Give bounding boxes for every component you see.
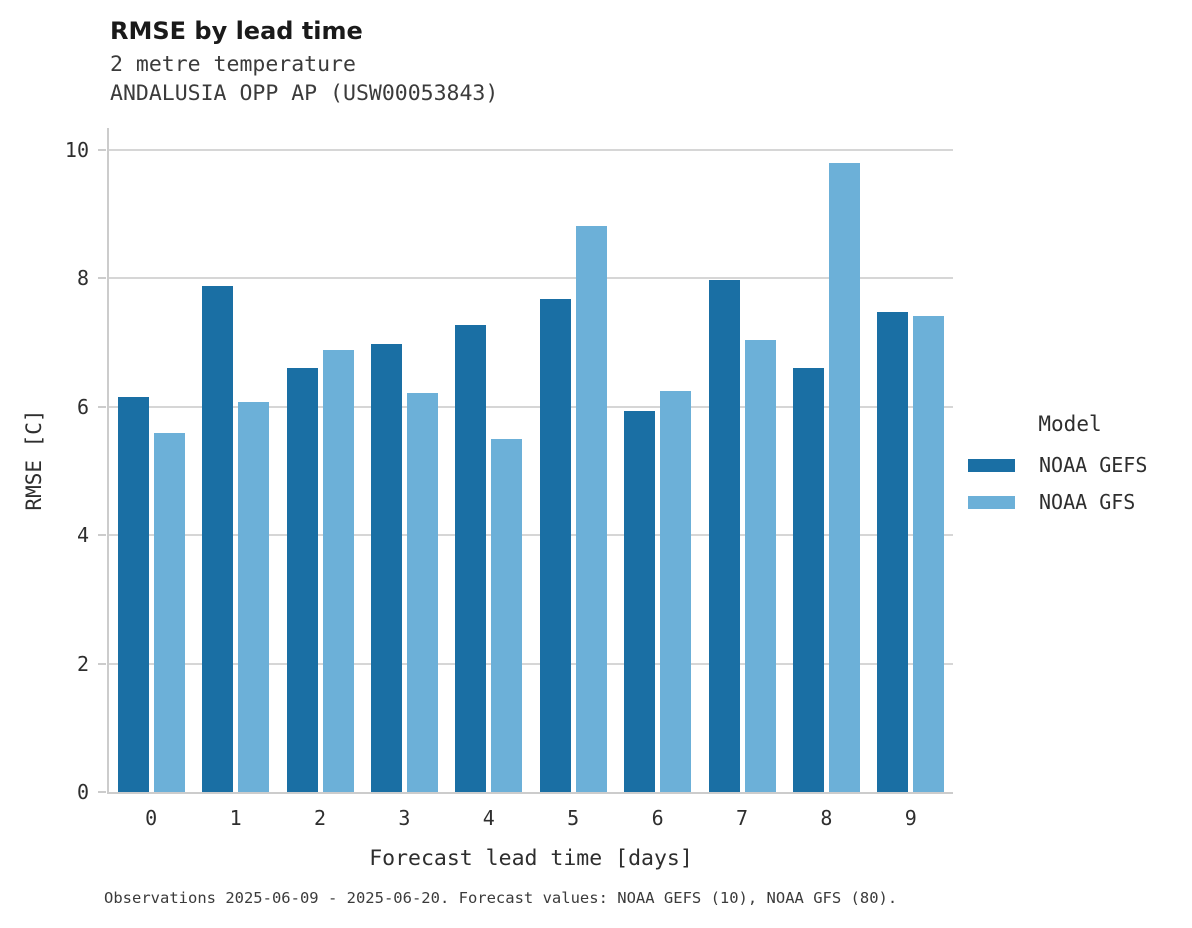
- y-tick-label: 8: [76, 266, 89, 291]
- y-tick-mark: [98, 148, 106, 151]
- gridline: [109, 148, 953, 151]
- plot-area: 0 2 4 6 8 10 0 1 2 3 4 5 6 7 8 9: [65, 128, 953, 830]
- legend-item-noaa-gefs: NOAA GEFS: [968, 453, 1172, 477]
- legend-swatch-noaa-gfs: [968, 495, 1015, 509]
- bar-noaa-gefs: [455, 324, 487, 792]
- x-tick-label: 4: [482, 806, 495, 830]
- legend-label-noaa-gefs: NOAA GEFS: [1039, 453, 1148, 477]
- y-axis-spine: [107, 128, 109, 792]
- y-tick-mark: [98, 277, 106, 280]
- y-axis-label: RMSE [C]: [22, 409, 46, 511]
- bar-noaa-gefs: [792, 367, 824, 792]
- legend: Model NOAA GEFS NOAA GFS: [968, 412, 1172, 527]
- bar-noaa-gfs: [153, 433, 185, 792]
- bar-noaa-gfs: [744, 339, 776, 792]
- gridline: [109, 277, 953, 280]
- x-tick-label: 0: [145, 806, 158, 830]
- gridline: [109, 662, 953, 665]
- y-tick-mark: [98, 662, 106, 665]
- bar-noaa-gfs: [828, 162, 860, 792]
- gridline: [109, 534, 953, 537]
- x-axis-label: Forecast lead time [days]: [369, 846, 693, 871]
- x-tick-label: 3: [398, 806, 411, 830]
- footnote-caption: Observations 2025-06-09 - 2025-06-20. Fo…: [104, 889, 898, 907]
- chart-subtitle-variable: 2 metre temperature: [110, 52, 356, 77]
- bar-noaa-gefs: [286, 368, 318, 792]
- bar-noaa-gfs: [491, 439, 523, 792]
- x-tick-label: 2: [313, 806, 327, 830]
- bar-noaa-gefs: [370, 344, 402, 792]
- x-tick-label: 6: [651, 806, 664, 830]
- bar-noaa-gfs: [913, 316, 945, 792]
- y-tick-mark: [98, 791, 106, 793]
- y-tick-mark: [98, 534, 106, 537]
- bar-noaa-gfs: [238, 401, 270, 792]
- legend-title: Model: [1038, 412, 1102, 436]
- bar-noaa-gefs: [624, 411, 656, 792]
- x-tick-label: 1: [229, 806, 242, 830]
- legend-label-noaa-gfs: NOAA GFS: [1039, 490, 1136, 514]
- bar-noaa-gefs: [202, 285, 234, 792]
- x-tick-label: 5: [567, 806, 580, 830]
- legend-swatch-noaa-gefs: [968, 458, 1015, 472]
- legend-item-noaa-gfs: NOAA GFS: [968, 490, 1172, 514]
- chart-subtitle-station: ANDALUSIA OPP AP (USW00053843): [110, 81, 499, 106]
- bar-noaa-gefs: [539, 299, 571, 792]
- x-axis-spine: [107, 792, 953, 794]
- bar-noaa-gfs: [322, 350, 354, 792]
- bar-noaa-gfs: [406, 392, 438, 792]
- x-tick-label: 8: [820, 806, 833, 830]
- gridline: [109, 405, 953, 408]
- x-tick-label: 9: [904, 806, 917, 830]
- y-tick-label: 10: [64, 137, 89, 162]
- y-tick-mark: [98, 405, 106, 408]
- chart-title: RMSE by lead time: [110, 17, 363, 45]
- y-tick-label: 2: [76, 651, 89, 676]
- y-tick-label: 0: [76, 780, 89, 804]
- y-tick-label: 4: [76, 523, 89, 548]
- bar-noaa-gefs: [117, 397, 149, 792]
- bar-noaa-gefs: [877, 312, 909, 792]
- y-tick-label: 6: [76, 394, 89, 419]
- bar-noaa-gefs: [708, 280, 740, 792]
- x-tick-label: 7: [735, 806, 749, 830]
- bar-noaa-gfs: [575, 225, 607, 792]
- bar-noaa-gfs: [660, 390, 692, 792]
